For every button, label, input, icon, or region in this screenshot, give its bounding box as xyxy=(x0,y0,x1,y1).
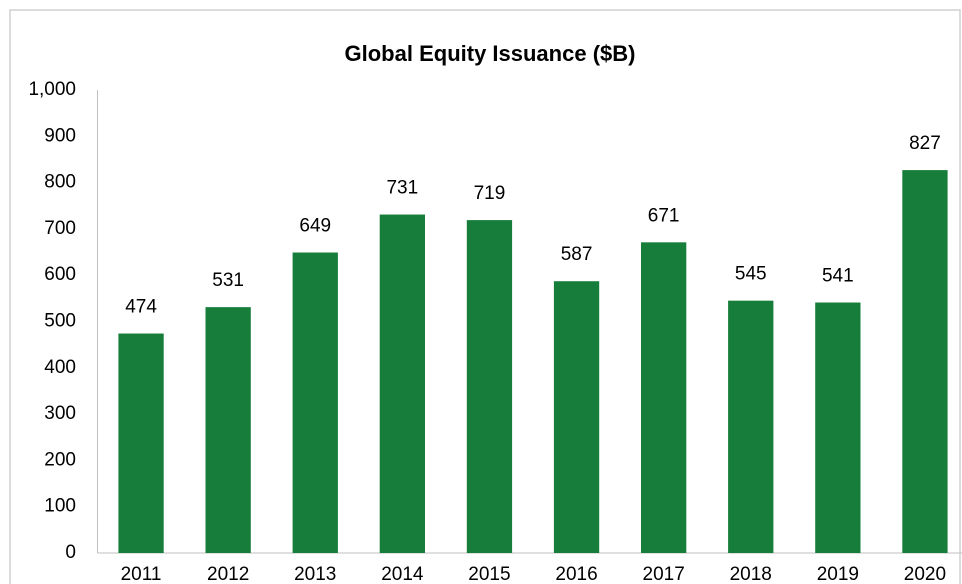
y-tick-label: 200 xyxy=(44,449,76,470)
y-tick-label: 900 xyxy=(44,125,76,146)
bar xyxy=(641,242,687,553)
bar xyxy=(205,307,251,553)
y-tick-label: 500 xyxy=(44,311,76,332)
y-tick-label: 1,000 xyxy=(28,79,76,100)
x-tick-label: 2015 xyxy=(468,564,510,584)
data-label: 587 xyxy=(561,244,593,265)
data-label: 474 xyxy=(125,297,157,318)
bar xyxy=(118,333,164,553)
x-tick-label: 2014 xyxy=(381,564,424,584)
y-tick-label: 0 xyxy=(65,542,76,563)
x-tick-label: 2018 xyxy=(730,564,772,584)
x-tick-label: 2019 xyxy=(817,564,859,584)
data-label: 731 xyxy=(386,178,418,199)
x-tick-label: 2016 xyxy=(555,564,597,584)
x-tick-label: 2013 xyxy=(294,564,336,584)
y-tick-label: 800 xyxy=(44,172,76,193)
data-label: 827 xyxy=(909,133,941,154)
data-label: 541 xyxy=(822,266,854,287)
bar xyxy=(466,220,513,553)
y-tick-label: 600 xyxy=(44,264,76,285)
data-label: 719 xyxy=(474,183,506,204)
y-tick-label: 400 xyxy=(44,357,76,378)
data-label: 531 xyxy=(212,270,244,291)
data-label: 545 xyxy=(735,264,767,285)
data-label: 671 xyxy=(648,205,680,226)
bar xyxy=(902,170,948,553)
y-tick-label: 100 xyxy=(44,496,76,517)
x-tick-label: 2012 xyxy=(207,564,249,584)
x-tick-label: 2020 xyxy=(904,564,946,584)
chart-title: Global Equity Issuance ($B) xyxy=(345,41,636,66)
x-tick-label: 2011 xyxy=(121,564,162,584)
x-tick-label: 2017 xyxy=(643,564,685,584)
chart-frame xyxy=(9,9,961,584)
bar xyxy=(292,252,338,553)
y-tick-label: 300 xyxy=(44,403,76,424)
bar xyxy=(815,302,861,553)
y-tick-label: 700 xyxy=(44,218,76,239)
data-label: 649 xyxy=(299,216,331,237)
bar xyxy=(728,300,774,553)
bar xyxy=(553,281,600,553)
bar xyxy=(379,214,425,553)
